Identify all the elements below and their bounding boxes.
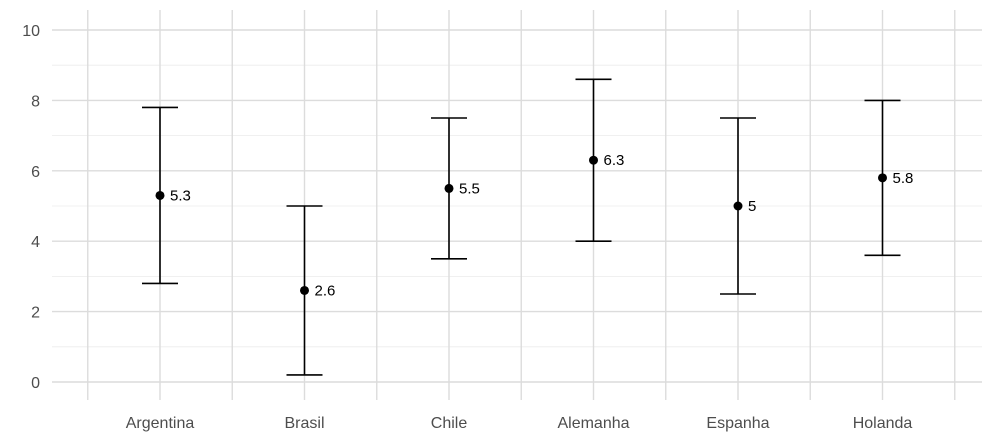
x-tick-label: Brasil	[284, 415, 324, 432]
data-marks: 5.3 2.6 5.5 6.3 5 5.8	[142, 78, 914, 376]
data-label: 5	[748, 198, 756, 215]
y-tick-label: 6	[31, 164, 40, 181]
data-point	[878, 173, 887, 183]
x-tick-label: Argentina	[126, 415, 195, 432]
y-tick-label: 10	[22, 23, 40, 40]
x-axis-tick-labels: Argentina Brasil Chile Alemanha Espanha Holan…	[126, 415, 913, 432]
data-point	[733, 201, 743, 211]
data-point	[444, 183, 454, 193]
grid	[52, 10, 982, 400]
data-point	[589, 155, 598, 165]
data-label: 2.6	[315, 282, 336, 299]
data-point	[155, 190, 165, 200]
x-tick-label: Espanha	[706, 415, 769, 432]
y-tick-label: 8	[31, 93, 40, 110]
x-tick-label: Chile	[431, 415, 468, 432]
x-tick-label: Alemanha	[557, 415, 629, 432]
data-label: 5.3	[170, 187, 191, 204]
y-tick-label: 0	[31, 375, 40, 392]
y-axis-tick-labels: 0 2 4 6 8 10	[22, 23, 40, 392]
data-label: 6.3	[604, 152, 625, 169]
x-tick-label: Holanda	[853, 415, 913, 432]
data-point	[300, 285, 309, 295]
data-label: 5.5	[459, 180, 480, 197]
data-label: 5.8	[893, 170, 914, 187]
y-tick-label: 2	[31, 305, 40, 322]
y-tick-label: 4	[31, 234, 40, 251]
